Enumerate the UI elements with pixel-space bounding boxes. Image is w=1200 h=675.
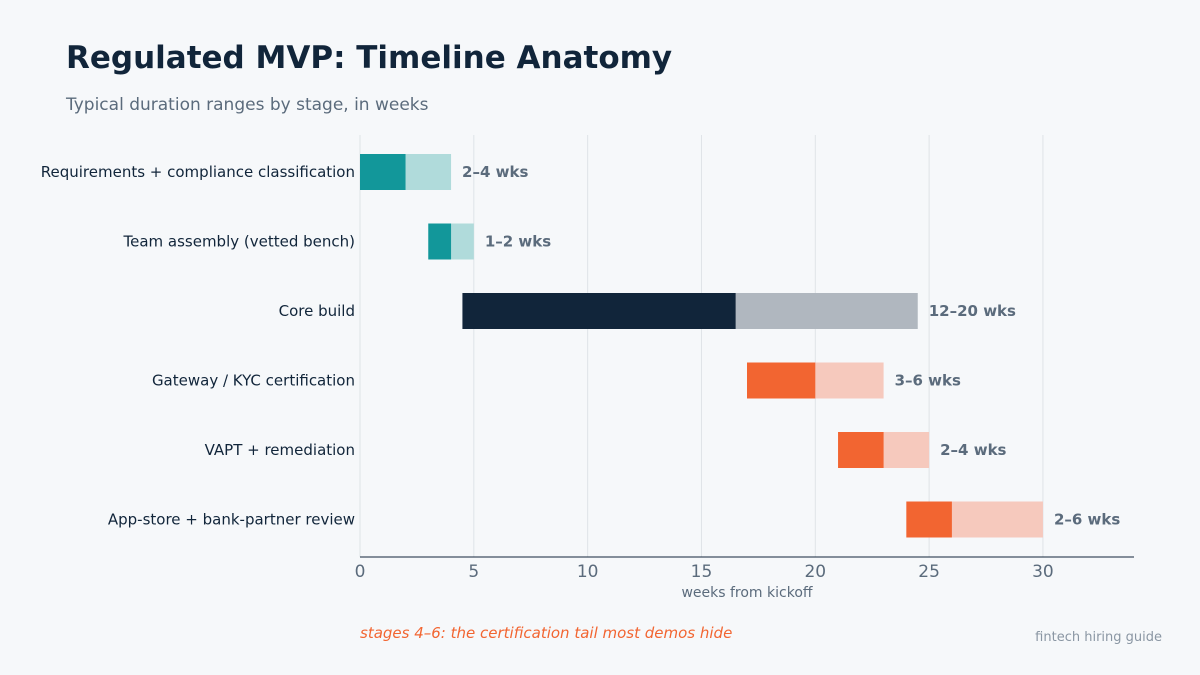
x-tick-label-30: 30 bbox=[1032, 562, 1054, 582]
source-note: fintech hiring guide bbox=[1035, 630, 1162, 645]
stage-label-3: Gateway / KYC certification bbox=[152, 372, 355, 390]
bar-min-range-2 bbox=[462, 293, 736, 329]
chart-subtitle: Typical duration ranges by stage, in wee… bbox=[66, 95, 429, 115]
range-label-0: 2–4 wks bbox=[462, 163, 528, 181]
stage-bars bbox=[360, 154, 1043, 538]
stage-label-5: App-store + bank-partner review bbox=[108, 511, 355, 529]
bar-min-range-1 bbox=[428, 223, 452, 260]
x-tick-label-0: 0 bbox=[355, 562, 366, 582]
x-axis: 0 5 10 15 20 25 30 bbox=[355, 556, 1134, 582]
bar-min-range-3 bbox=[747, 362, 816, 399]
range-label-1: 1–2 wks bbox=[485, 233, 551, 251]
stage-label-4: VAPT + remediation bbox=[205, 441, 355, 459]
bar-min-range-5 bbox=[906, 501, 952, 538]
range-label-2: 12–20 wks bbox=[929, 302, 1016, 320]
bar-min-range-4 bbox=[838, 432, 884, 468]
x-tick-label-10: 10 bbox=[577, 562, 599, 582]
x-axis-title: weeks from kickoff bbox=[681, 585, 812, 601]
stage-label-1: Team assembly (vetted bench) bbox=[122, 233, 355, 251]
stage-label-2: Core build bbox=[279, 302, 355, 320]
x-tick-label-5: 5 bbox=[468, 562, 479, 582]
range-label-5: 2–6 wks bbox=[1054, 511, 1120, 529]
x-tick-label-25: 25 bbox=[918, 562, 940, 582]
x-tick-label-20: 20 bbox=[804, 562, 826, 582]
chart-title: Regulated MVP: Timeline Anatomy bbox=[66, 40, 673, 76]
stage-label-0: Requirements + compliance classification bbox=[41, 163, 355, 181]
range-label-3: 3–6 wks bbox=[895, 372, 961, 390]
stage-labels: Requirements + compliance classification… bbox=[41, 163, 1121, 529]
x-tick-label-15: 15 bbox=[691, 562, 713, 582]
annotation-note: stages 4–6: the certification tail most … bbox=[360, 624, 733, 642]
bar-min-range-0 bbox=[360, 154, 406, 190]
range-label-4: 2–4 wks bbox=[940, 441, 1006, 459]
grid-lines bbox=[359, 135, 1044, 557]
